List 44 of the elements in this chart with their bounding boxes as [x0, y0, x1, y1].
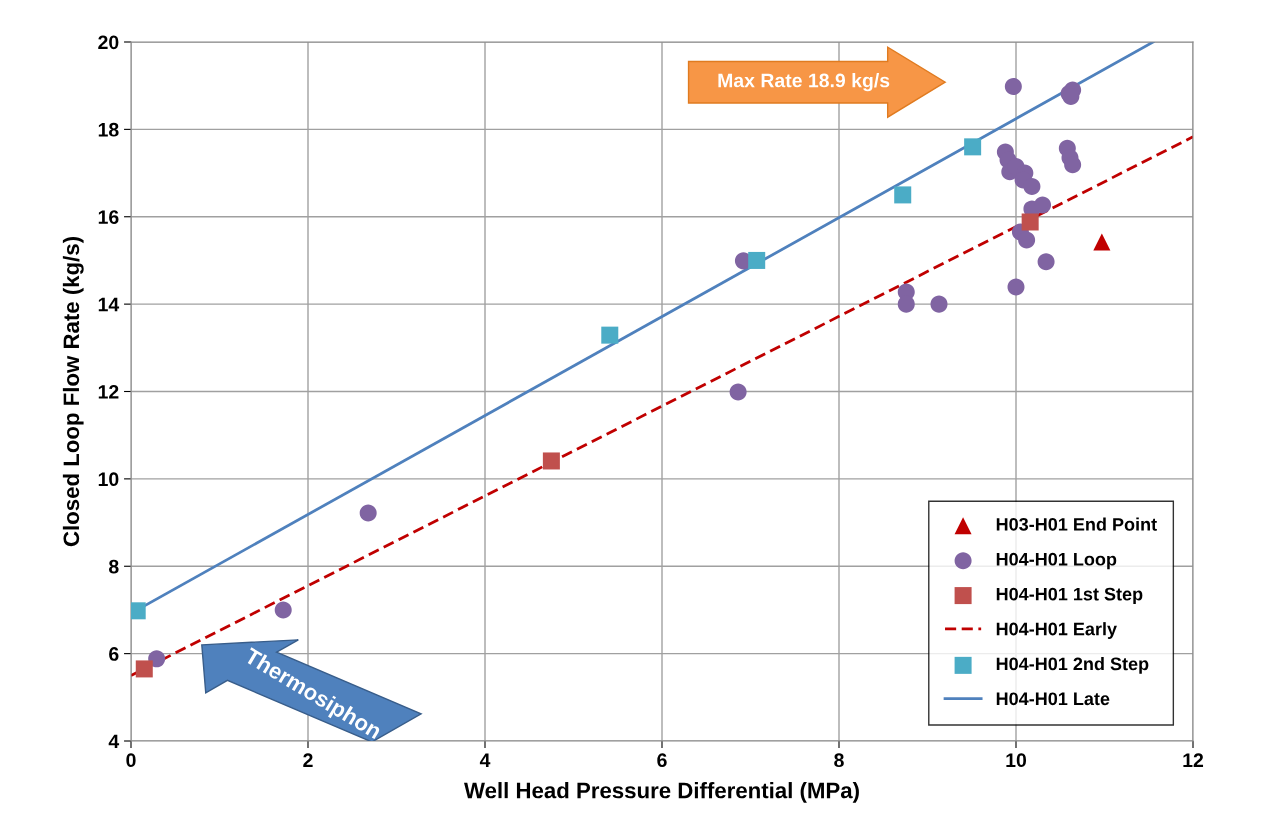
point [748, 251, 766, 269]
point [894, 186, 912, 204]
point [964, 138, 982, 156]
y-tick-label: 10 [98, 472, 119, 487]
annotation: Max Rate 18.9 kg/s [718, 73, 890, 92]
point [1021, 213, 1039, 231]
x-tick-label: 10 [1006, 753, 1027, 768]
point [135, 660, 153, 678]
x-tick-label: 12 [1183, 753, 1204, 767]
y-tick-label: 8 [109, 559, 119, 574]
point [1064, 156, 1082, 174]
point [274, 601, 292, 619]
point [1018, 231, 1036, 249]
point [1023, 178, 1041, 196]
legend-label: H04-H01 Early [996, 622, 1117, 639]
point [1037, 253, 1055, 271]
x-tick-label: 6 [657, 753, 667, 768]
legend-label: H04-H01 1st Step [996, 587, 1143, 605]
point [601, 326, 619, 344]
y-tick-label: 20 [98, 35, 119, 50]
point [359, 504, 377, 522]
y-tick-label: 4 [108, 734, 120, 749]
point [1034, 196, 1052, 214]
legend-label: H03-H01 End Point [996, 517, 1157, 531]
y-tick-label: 12 [98, 384, 119, 399]
x-tick-label: 8 [834, 753, 844, 768]
x-tick-label: 0 [126, 753, 136, 768]
y-tick-label: 14 [98, 297, 120, 312]
y-axis-title: Closed Loop Flow Rate (kg/s) [62, 237, 84, 547]
legend-label: H04-H01 2nd Step [996, 657, 1149, 674]
legend-label: H04-H01 Loop [996, 552, 1117, 570]
x-axis-title: Well Head Pressure Differential (MPa) [464, 782, 859, 803]
y-tick-label: 16 [98, 210, 119, 224]
point [930, 295, 948, 313]
y-tick-label: 6 [109, 647, 119, 661]
point [1004, 78, 1022, 96]
point [1093, 233, 1111, 251]
point [542, 452, 560, 470]
legend-label: H04-H01 Late [996, 692, 1110, 706]
x-tick-label: 2 [303, 753, 313, 767]
y-tick-label: 18 [98, 122, 119, 137]
x-tick-label: 4 [479, 753, 491, 767]
point [729, 383, 747, 401]
point [1007, 278, 1025, 296]
